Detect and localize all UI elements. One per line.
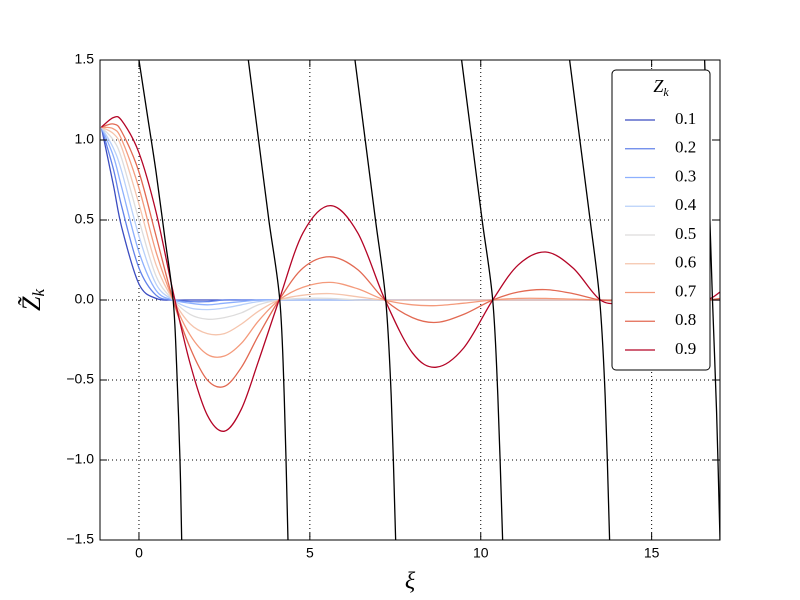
- legend-box: [611, 69, 711, 371]
- y-tick-label: 1.0: [75, 131, 95, 147]
- x-tick-label: 0: [135, 545, 143, 561]
- y-tick-label: −1.0: [66, 451, 94, 467]
- y-tick-label: −1.5: [66, 531, 94, 547]
- legend-label: 0.6: [675, 253, 696, 272]
- legend-title-base: Z: [653, 76, 664, 96]
- series-line: [138, 60, 183, 540]
- legend-label: 0.2: [675, 138, 696, 157]
- plot-lines: [100, 60, 720, 540]
- y-tick-label: 1.5: [75, 51, 95, 67]
- y-axis-label: Z̃k: [17, 289, 48, 311]
- legend-label: 0.1: [675, 109, 696, 128]
- ticks: 0 5 10 15 −1.5 −1.0 −0.5 0.0 0.5 1.0 1.5: [66, 51, 720, 561]
- legend: Zk 0.1 0.2 0.3 0.4 0.5 0.6 0.7 0.8 0.9: [611, 69, 711, 371]
- y-axis-label-base: Z̃: [17, 296, 46, 311]
- y-tick-label: 0.0: [75, 291, 95, 307]
- series-line: [460, 60, 504, 540]
- y-tick-label: −0.5: [66, 371, 94, 387]
- series-line: [568, 60, 611, 540]
- x-axis-label: ξ: [405, 569, 416, 595]
- legend-label: 0.7: [675, 281, 697, 300]
- series-line: [100, 115, 720, 432]
- legend-label: 0.8: [675, 310, 696, 329]
- x-tick-label: 5: [306, 545, 314, 561]
- legend-label: 0.4: [675, 195, 697, 214]
- y-tick-label: 0.5: [75, 211, 95, 227]
- legend-label: 0.5: [675, 224, 696, 243]
- legend-label: 0.3: [675, 166, 696, 185]
- series-line: [101, 123, 720, 388]
- legend-label: 0.9: [675, 339, 696, 358]
- legend-title: Zk: [653, 76, 669, 99]
- series-line: [247, 60, 289, 540]
- series-line: [354, 60, 397, 540]
- x-tick-label: 15: [644, 545, 660, 561]
- x-tick-label: 10: [473, 545, 489, 561]
- y-axis-label-sub: k: [29, 289, 48, 297]
- legend-title-sub: k: [663, 85, 669, 99]
